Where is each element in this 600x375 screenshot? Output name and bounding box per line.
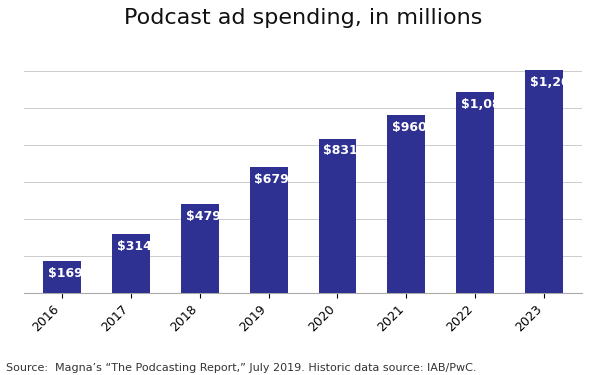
Text: Source:  Magna’s “The Podcasting Report,” July 2019. Historic data source: IAB/P: Source: Magna’s “The Podcasting Report,”…: [6, 363, 476, 373]
Bar: [250, 167, 287, 292]
Title: Podcast ad spending, in millions: Podcast ad spending, in millions: [124, 8, 482, 28]
Text: $960: $960: [392, 121, 427, 134]
Bar: [181, 204, 218, 292]
Bar: [525, 70, 563, 292]
Text: $1,085: $1,085: [461, 98, 509, 111]
Bar: [319, 139, 356, 292]
Bar: [112, 234, 150, 292]
Bar: [456, 92, 494, 292]
Text: $169: $169: [48, 267, 83, 280]
Text: $831: $831: [323, 144, 358, 158]
Text: $479: $479: [185, 210, 220, 222]
Text: $1,204: $1,204: [530, 76, 578, 88]
Bar: [388, 115, 425, 292]
Bar: [43, 261, 81, 292]
Text: $679: $679: [254, 172, 289, 186]
Text: $314: $314: [116, 240, 152, 253]
